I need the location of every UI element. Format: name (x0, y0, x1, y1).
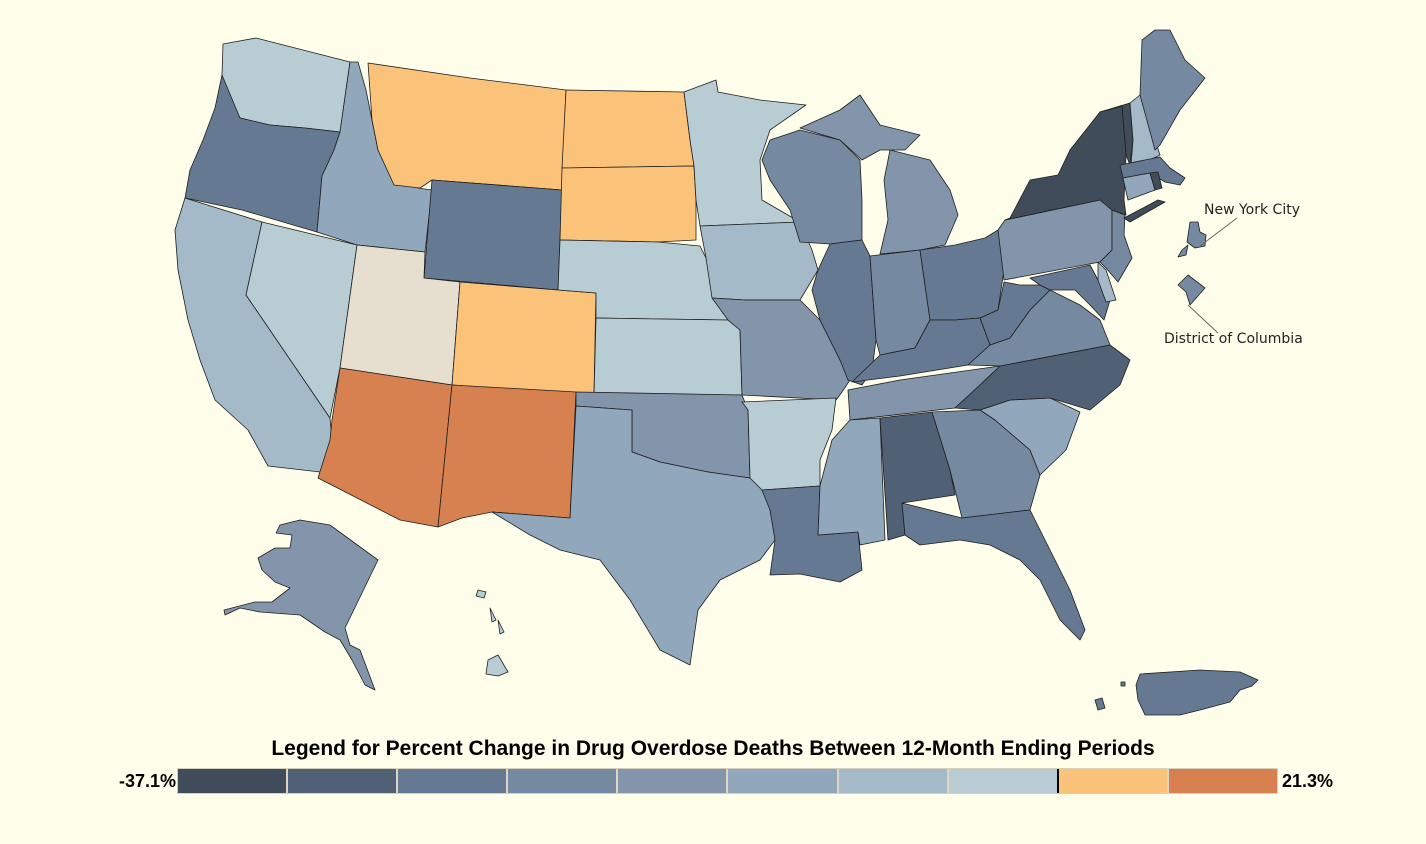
nyc-callout-line (1199, 217, 1238, 247)
us-choropleth-map: New York City District of Columbia (174, 29, 1303, 716)
legend-bin-3 (398, 769, 509, 793)
state-AR[interactable] (741, 397, 837, 491)
state-MI-lower[interactable] (879, 149, 959, 255)
legend-min-label: -37.1% (118, 771, 176, 791)
legend-bin-8 (948, 769, 1059, 793)
state-CT[interactable] (1122, 172, 1156, 201)
state-MT[interactable] (367, 62, 567, 191)
nyc-callout-label: New York City (1204, 202, 1300, 218)
legend-bin-5 (618, 769, 729, 793)
legend-bin-10 (1168, 769, 1277, 793)
state-MD[interactable] (1029, 264, 1111, 321)
state-MN[interactable] (683, 79, 807, 227)
state-MS[interactable] (817, 417, 886, 546)
dc-callout-line (1187, 304, 1219, 334)
legend-bin-4 (508, 769, 619, 793)
state-SD[interactable] (559, 165, 697, 243)
state-KS[interactable] (593, 317, 743, 396)
inset-NYC[interactable] (1177, 221, 1207, 258)
legend-bin-6 (728, 769, 839, 793)
legend-bin-9 (1058, 769, 1169, 793)
territory-PR[interactable] (1094, 669, 1259, 716)
state-HI[interactable] (475, 589, 509, 677)
legend-bin-2 (288, 769, 399, 793)
dc-callout-label: District of Columbia (1164, 331, 1303, 347)
state-NC[interactable] (954, 344, 1131, 411)
legend-bin-1 (178, 769, 289, 793)
state-AK[interactable] (223, 519, 379, 691)
state-RI[interactable] (1149, 171, 1163, 191)
state-ND[interactable] (561, 89, 695, 169)
state-DE[interactable] (1097, 261, 1117, 303)
inset-DC[interactable] (1177, 274, 1206, 306)
state-NY-longisland[interactable] (1123, 199, 1166, 223)
state-NY[interactable] (1004, 105, 1127, 221)
state-FL[interactable] (901, 502, 1086, 641)
state-CO[interactable] (451, 281, 597, 396)
state-NJ[interactable] (1099, 209, 1133, 283)
legend-color-bar (177, 768, 1278, 794)
state-MO[interactable] (711, 297, 851, 401)
state-NV[interactable] (245, 221, 358, 419)
state-NM[interactable] (437, 384, 577, 528)
legend-bin-7 (838, 769, 949, 793)
state-IL[interactable] (811, 239, 877, 386)
legend-title: Legend for Percent Change in Drug Overdo… (271, 737, 1155, 760)
state-MI-upper[interactable] (799, 94, 921, 161)
state-AZ[interactable] (317, 367, 453, 528)
state-ME[interactable] (1139, 29, 1206, 151)
state-WY[interactable] (423, 179, 563, 291)
legend-max-label: 21.3% (1282, 771, 1334, 791)
state-TX[interactable] (491, 405, 776, 666)
